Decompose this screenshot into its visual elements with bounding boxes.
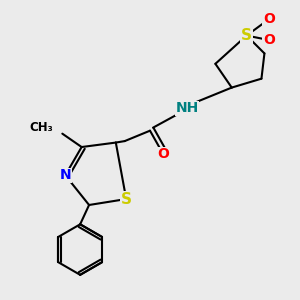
Text: O: O (263, 12, 275, 26)
Text: O: O (263, 33, 275, 47)
Text: NH: NH (176, 101, 199, 116)
Text: O: O (158, 148, 169, 161)
Text: S: S (241, 28, 252, 43)
Text: CH₃: CH₃ (30, 121, 53, 134)
Text: N: N (59, 168, 71, 182)
Text: S: S (121, 191, 132, 206)
